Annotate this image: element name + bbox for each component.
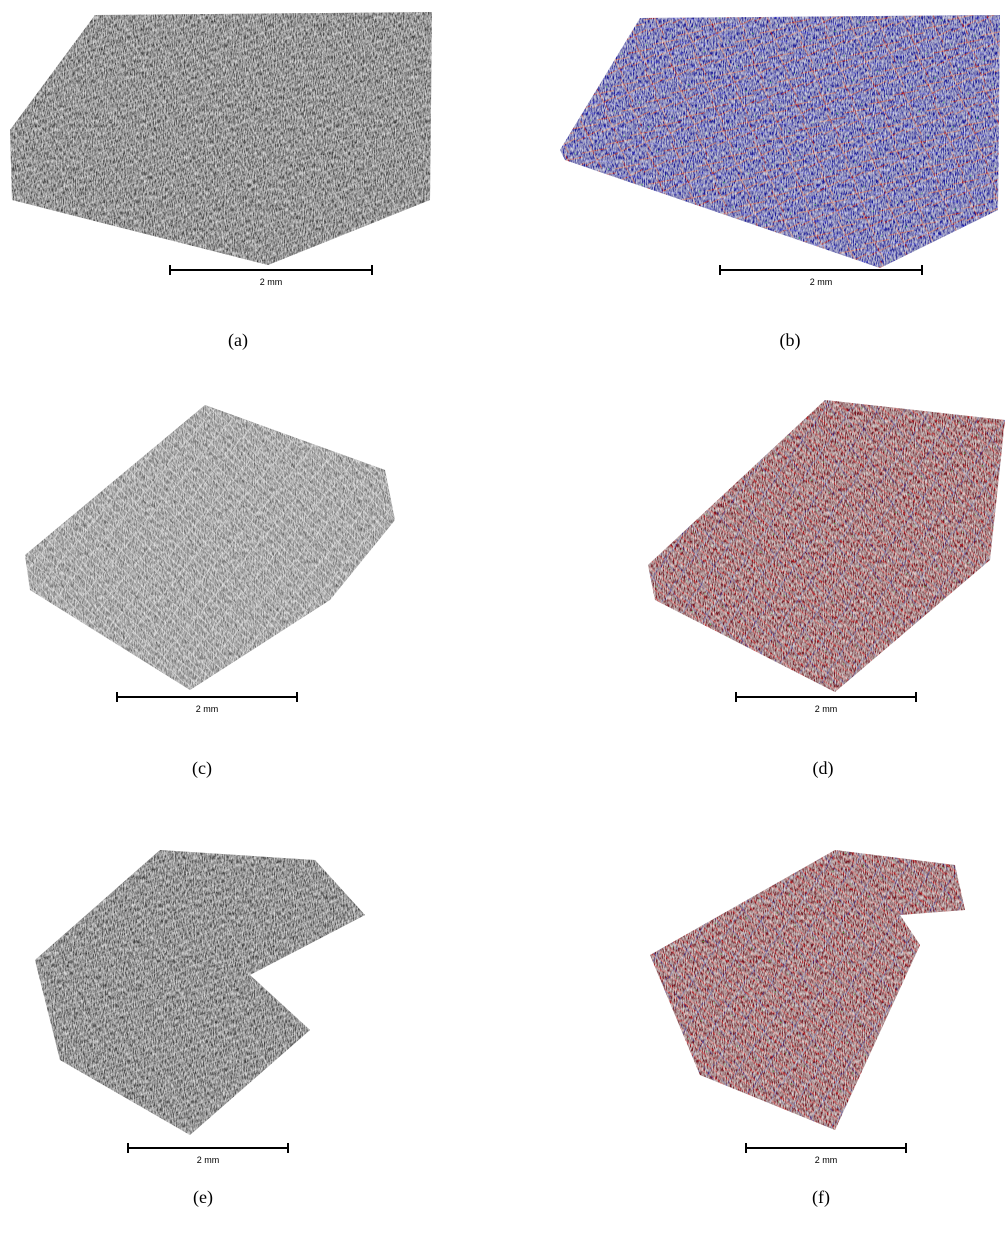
scale-label: 2 mm	[260, 277, 283, 287]
scale-bar	[720, 265, 922, 275]
caption: (e)	[193, 1187, 213, 1208]
render-d	[648, 400, 1005, 692]
scale-label: 2 mm	[810, 277, 833, 287]
scale-label: 2 mm	[196, 704, 219, 714]
renderings	[10, 12, 1005, 1135]
scale-bar	[736, 692, 916, 702]
render-f	[650, 850, 965, 1130]
scale-bar	[746, 1143, 906, 1153]
scale-label: 2 mm	[815, 1155, 838, 1165]
caption: (b)	[780, 330, 801, 351]
render-c	[25, 405, 395, 690]
render-a	[10, 12, 432, 265]
render-e	[35, 850, 365, 1135]
caption: (a)	[228, 330, 248, 351]
caption: (c)	[192, 758, 212, 779]
scale-label: 2 mm	[815, 704, 838, 714]
scale-bar	[128, 1143, 288, 1153]
render-b	[560, 15, 1000, 268]
caption: (d)	[813, 758, 834, 779]
caption: (f)	[812, 1187, 830, 1208]
scale-bar	[117, 692, 297, 702]
scale-label: 2 mm	[197, 1155, 220, 1165]
figure: 2 mm 2 mm 2 mm 2 mm 2 mm 2 mm (a) (b) (c…	[0, 0, 1008, 1235]
scale-bar	[170, 265, 372, 275]
